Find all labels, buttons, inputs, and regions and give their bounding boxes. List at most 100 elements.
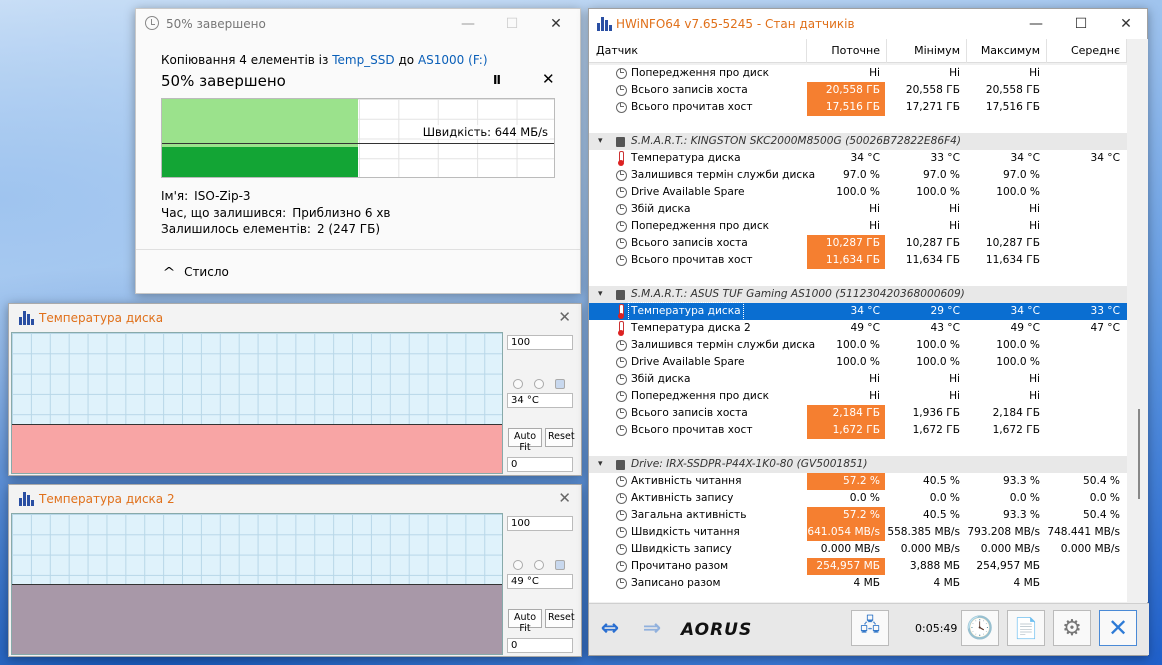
option-circle[interactable]	[534, 560, 544, 570]
sensor-row[interactable]: Попередження про диск Ні Ні Ні	[589, 218, 1127, 235]
sensor-row[interactable]: Збій диска Ні Ні Ні	[589, 371, 1127, 388]
option-circle[interactable]	[513, 560, 523, 570]
sensor-row[interactable]: Залишився термін служби диска 97.0 % 97.0 …	[589, 167, 1127, 184]
sensor-row[interactable]: Всього записів хоста 20,558 ГБ 20,558 ГБ 20…	[589, 82, 1127, 99]
speed-label: Швидкість: 644 МБ/s	[420, 125, 550, 139]
aorus-logo: AORUS	[681, 620, 753, 640]
elapsed-timer: 0:05:49	[915, 622, 958, 635]
copy-titlebar[interactable]: 50% завершено — ☐ ✕	[136, 9, 580, 39]
sensor-value: 93.3 %	[1002, 509, 1040, 521]
sensor-row[interactable]: Температура диска 34 °C 33 °C 34 °C 34 °C	[589, 150, 1127, 167]
pause-button[interactable]: II	[493, 73, 501, 87]
sensor-value	[1047, 218, 1125, 235]
sensor-name: Попередження про диск	[631, 67, 770, 79]
sensor-value: 100.0 %	[916, 339, 960, 351]
graph2-level-line	[12, 583, 502, 586]
column-maximum[interactable]: Максимум	[967, 39, 1047, 63]
sensor-row[interactable]: Всього записів хоста 10,287 ГБ 10,287 ГБ 10…	[589, 235, 1127, 252]
sensor-row[interactable]: Всього прочитав хост 1,672 ГБ 1,672 ГБ 1,67…	[589, 422, 1127, 439]
option-circle[interactable]	[513, 379, 523, 389]
sensor-value: 10,287 ГБ	[905, 237, 960, 249]
sensor-value: 1,936 ГБ	[912, 407, 960, 419]
chevron-down-icon[interactable]: ▾	[598, 136, 603, 146]
auto-fit-button[interactable]: Auto Fit	[508, 428, 542, 453]
sensor-row[interactable]: Швидкість запису 0.000 MB/s 0.000 MB/s 0.00…	[589, 541, 1127, 558]
sensor-row[interactable]: Всього записів хоста 2,184 ГБ 1,936 ГБ 2,18…	[589, 405, 1127, 422]
vertical-scrollbar[interactable]	[1129, 39, 1148, 602]
sensor-value: 43 °C	[930, 322, 960, 334]
sensor-name: Температура диска	[628, 302, 744, 321]
sensor-row[interactable]: Записано разом 4 МБ 4 МБ 4 МБ	[589, 575, 1127, 592]
sensor-value: 100.0 %	[996, 339, 1040, 351]
items-left-value: 2 (247 ГБ)	[316, 222, 381, 236]
sensor-value: 50.4 %	[1082, 509, 1120, 521]
gear-icon: ⚙	[1062, 615, 1082, 641]
sensor-row[interactable]: Загальна активність 57.2 % 40.5 % 93.3 % 50.…	[589, 507, 1127, 524]
sensor-row[interactable]: Всього прочитав хост 11,634 ГБ 11,634 ГБ 11…	[589, 252, 1127, 269]
sensor-value: 20,558 ГБ	[905, 84, 960, 96]
thermometer-icon	[618, 151, 624, 166]
close-icon[interactable]: ✕	[558, 308, 571, 326]
cancel-button[interactable]: ✕	[542, 70, 555, 88]
clock-icon	[616, 527, 627, 538]
column-current[interactable]: Поточне	[807, 39, 887, 63]
network-button[interactable]: 🖧	[851, 610, 889, 646]
move-left-right-button[interactable]: ⇔	[591, 610, 629, 646]
graph1-level-line	[12, 423, 502, 426]
graph1-titlebar[interactable]: Температура диска ✕	[9, 304, 581, 332]
sensor-group-header[interactable]: ▾ S.M.A.R.T.: KINGSTON SKC2000M8500G (500…	[589, 133, 1127, 150]
maximize-icon[interactable]: ☐	[1074, 16, 1088, 32]
column-header: Датчик Поточне Мінімум Максимум Середнє	[589, 39, 1127, 63]
clock-icon	[616, 357, 627, 368]
sensor-value	[1047, 558, 1125, 575]
sensor-row[interactable]: Активність запису 0.0 % 0.0 % 0.0 % 0.0 %	[589, 490, 1127, 507]
sensor-list[interactable]: Попередження про диск Ні Ні Ні Всього записі…	[589, 65, 1127, 602]
clock-reset-button[interactable]: 🕓	[961, 610, 999, 646]
option-square[interactable]	[555, 560, 565, 570]
minimize-icon[interactable]: —	[461, 16, 475, 32]
auto-fit-button[interactable]: Auto Fit	[508, 609, 542, 634]
column-average[interactable]: Середнє	[1047, 39, 1127, 63]
close-icon[interactable]: ✕	[550, 16, 562, 32]
sensor-value: 47 °C	[1090, 322, 1120, 334]
hwinfo-titlebar[interactable]: HWiNFO64 v7.65-5245 - Стан датчиків — ☐ …	[589, 9, 1147, 39]
sensor-row[interactable]: Drive Available Spare 100.0 % 100.0 % 100.0…	[589, 184, 1127, 201]
chevron-down-icon[interactable]: ▾	[598, 289, 603, 299]
settings-button[interactable]: ⚙	[1053, 610, 1091, 646]
close-icon[interactable]: ✕	[1120, 16, 1132, 32]
reset-button[interactable]: Reset	[545, 428, 575, 447]
sensor-row[interactable]: Температура диска 34 °C 29 °C 34 °C 33 °C	[589, 302, 1127, 321]
hwinfo-icon	[19, 492, 34, 506]
sensor-row[interactable]: Попередження про диск Ні Ні Ні	[589, 388, 1127, 405]
column-minimum[interactable]: Мінімум	[887, 39, 967, 63]
copy-progress-dialog: 50% завершено — ☐ ✕ Копіювання 4 елемент…	[135, 8, 581, 294]
sensor-row[interactable]: Попередження про диск Ні Ні Ні	[589, 65, 1127, 82]
minimize-icon[interactable]: —	[1029, 16, 1043, 32]
sensor-row[interactable]: Залишився термін служби диска 100.0 % 100.…	[589, 337, 1127, 354]
logging-button[interactable]: 📄	[1007, 610, 1045, 646]
sensor-row[interactable]: Drive Available Spare 100.0 % 100.0 % 100.0…	[589, 354, 1127, 371]
reset-button[interactable]: Reset	[545, 609, 575, 628]
option-square[interactable]	[555, 379, 565, 389]
sensor-value: 748.441 MB/s	[1047, 526, 1120, 538]
sensor-row[interactable]: Активність читання 57.2 % 40.5 % 93.3 % 50.4…	[589, 473, 1127, 490]
move-sensors-button[interactable]: ⇒	[633, 610, 671, 646]
column-sensor[interactable]: Датчик	[589, 39, 807, 63]
sensor-row[interactable]: Всього прочитав хост 17,516 ГБ 17,271 ГБ 17…	[589, 99, 1127, 116]
close-icon[interactable]: ✕	[558, 489, 571, 507]
sensor-row[interactable]: Швидкість читання 641.054 MB/s 558.385 MB/…	[589, 524, 1127, 541]
fewer-details-button[interactable]: ^ Стисло	[162, 265, 229, 279]
sensor-group-header[interactable]: ▾ Drive: IRX-SSDPR-P44X-1K0-80 (GV5001851…	[589, 456, 1127, 473]
sensor-row[interactable]: Прочитано разом 254,957 МБ 3,888 МБ 254,957…	[589, 558, 1127, 575]
source-link[interactable]: Temp_SSD	[332, 53, 395, 67]
close-sensors-button[interactable]: ✕	[1099, 610, 1137, 646]
scroll-thumb[interactable]	[1138, 409, 1140, 499]
destination-link[interactable]: AS1000 (F:)	[417, 53, 488, 67]
option-circle[interactable]	[534, 379, 544, 389]
sensor-row[interactable]: Збій диска Ні Ні Ні	[589, 201, 1127, 218]
drive-icon	[616, 290, 625, 300]
graph2-titlebar[interactable]: Температура диска 2 ✕	[9, 485, 581, 513]
sensor-group-header[interactable]: ▾ S.M.A.R.T.: ASUS TUF Gaming AS1000 (511…	[589, 286, 1127, 303]
chevron-down-icon[interactable]: ▾	[598, 459, 603, 469]
sensor-row[interactable]: Температура диска 2 49 °C 43 °C 49 °C 47 °C	[589, 320, 1127, 337]
